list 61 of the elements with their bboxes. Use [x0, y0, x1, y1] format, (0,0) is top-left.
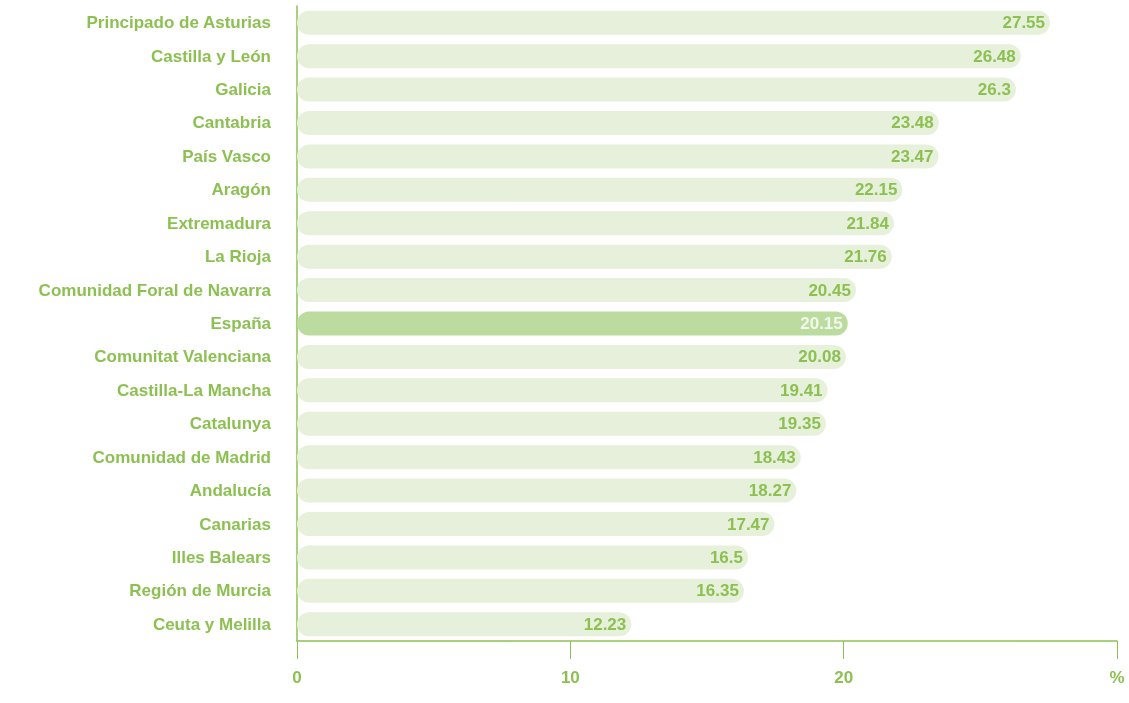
- x-tick-label: 10: [560, 668, 580, 687]
- data-label: 21.84: [846, 213, 890, 233]
- data-label: 17.47: [726, 514, 770, 534]
- bar: [297, 177, 903, 202]
- bar: [297, 244, 892, 269]
- y-tick-label: Principado de Asturias: [86, 13, 271, 33]
- data-label: 20.08: [798, 347, 841, 367]
- y-tick-label: Región de Murcia: [129, 581, 272, 601]
- y-tick-label: Illes Balears: [171, 547, 271, 567]
- y-tick-label: Castilla y León: [151, 46, 271, 66]
- y-tick-label: Galicia: [215, 80, 272, 100]
- data-label: 26.3: [977, 80, 1011, 100]
- bar: [297, 612, 632, 637]
- bar: [297, 311, 848, 336]
- data-label: 16.5: [709, 547, 743, 567]
- data-label: 18.27: [748, 481, 792, 501]
- bar: [297, 512, 775, 537]
- data-label: 21.76: [844, 247, 887, 267]
- data-label: 12.23: [583, 614, 627, 634]
- y-tick-label: Comunitat Valenciana: [94, 347, 272, 367]
- data-label: 20.45: [808, 280, 851, 300]
- bar: [297, 278, 856, 303]
- data-label: 19.35: [778, 414, 821, 434]
- bar: [297, 211, 894, 236]
- y-tick-label: España: [210, 314, 272, 333]
- y-tick-label: Andalucía: [189, 481, 272, 501]
- bar: [297, 77, 1016, 102]
- data-label: 27.55: [1002, 13, 1046, 33]
- y-tick-label: Cantabria: [192, 113, 272, 133]
- x-tick-label: %: [1109, 668, 1125, 687]
- data-label: 26.48: [973, 46, 1016, 66]
- y-tick-label: Canarias: [199, 514, 271, 534]
- x-tick-label: 0: [292, 668, 302, 687]
- y-tick-label: Ceuta y Melilla: [152, 614, 272, 634]
- data-label: 18.43: [753, 447, 796, 467]
- y-tick-label: Castilla-La Mancha: [117, 380, 272, 400]
- bar: [297, 411, 826, 436]
- data-label: 23.48: [891, 113, 934, 133]
- y-tick-label: Extremadura: [167, 213, 272, 233]
- bar: [297, 10, 1051, 35]
- y-tick-label: Aragón: [211, 180, 271, 200]
- y-tick-label: País Vasco: [182, 146, 271, 166]
- bar: [297, 578, 744, 603]
- x-tick-label: 20: [834, 668, 854, 687]
- bar: [297, 378, 828, 403]
- y-tick-label: Comunidad Foral de Navarra: [38, 280, 272, 300]
- y-tick-label: Comunidad de Madrid: [92, 447, 271, 467]
- bar: [297, 545, 748, 570]
- bar: [297, 144, 939, 169]
- bar: [297, 110, 939, 135]
- y-tick-label: Catalunya: [189, 414, 272, 434]
- bar: [297, 344, 846, 369]
- data-label: 19.41: [779, 380, 823, 400]
- data-label: 23.47: [890, 146, 934, 166]
- y-tick-label: La Rioja: [204, 247, 272, 267]
- data-label: 22.15: [854, 180, 898, 200]
- bar: [297, 445, 801, 470]
- bar: [297, 44, 1021, 69]
- data-label: 20.15: [800, 314, 843, 333]
- bar: [297, 478, 797, 503]
- data-label: 16.35: [696, 581, 739, 601]
